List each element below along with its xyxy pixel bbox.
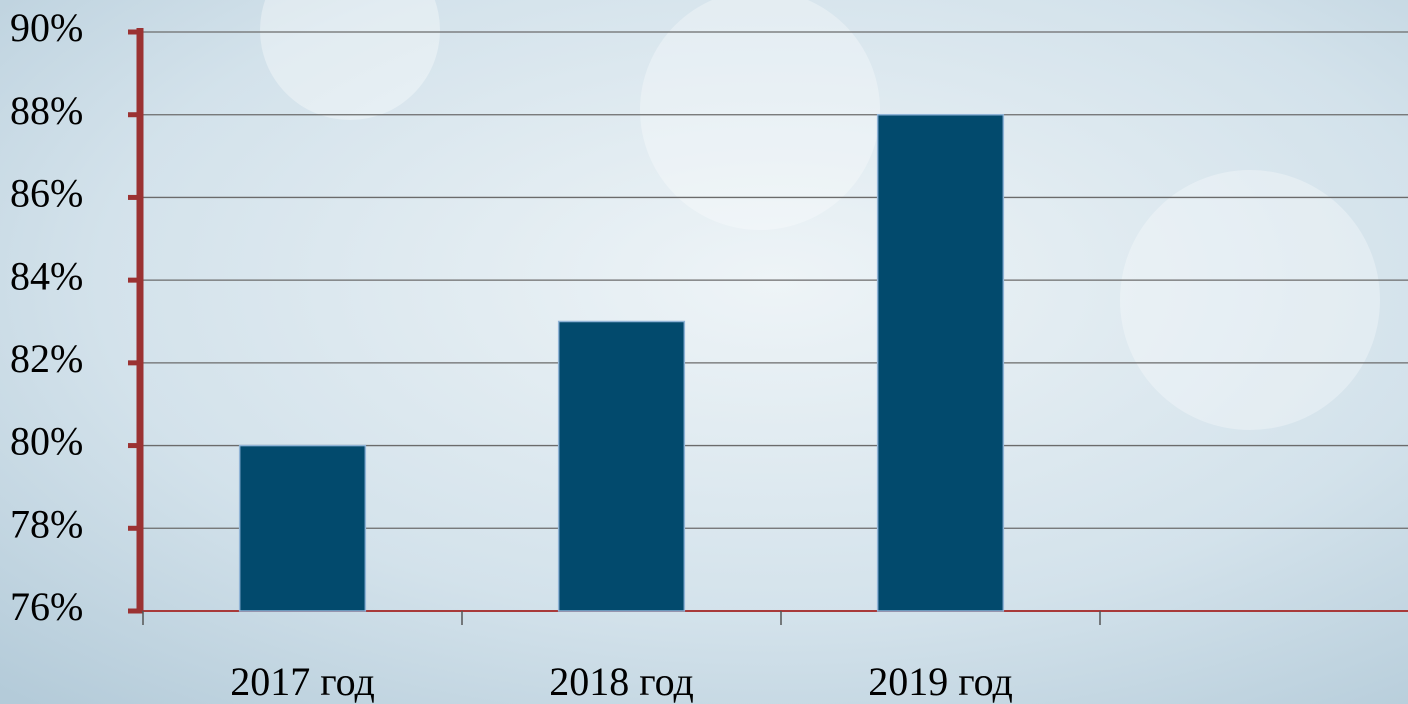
y-tick-label: 78%: [10, 501, 83, 546]
y-tick-label: 90%: [10, 5, 83, 50]
bokeh: [260, 0, 440, 120]
bar: [876, 113, 1005, 612]
y-tick-label: 80%: [10, 419, 83, 464]
y-tick-label: 86%: [10, 171, 83, 216]
bokeh: [1120, 170, 1380, 430]
bar: [238, 444, 367, 612]
y-tick-label: 88%: [10, 88, 83, 133]
x-tick-label: 2018 год: [549, 659, 694, 704]
y-tick-label: 82%: [10, 336, 83, 381]
y-tick-label: 84%: [10, 253, 83, 298]
x-tick-label: 2019 год: [868, 659, 1013, 704]
x-tick-label: 2017 год: [230, 659, 375, 704]
bar: [557, 320, 686, 612]
y-tick-label: 76%: [10, 584, 83, 629]
